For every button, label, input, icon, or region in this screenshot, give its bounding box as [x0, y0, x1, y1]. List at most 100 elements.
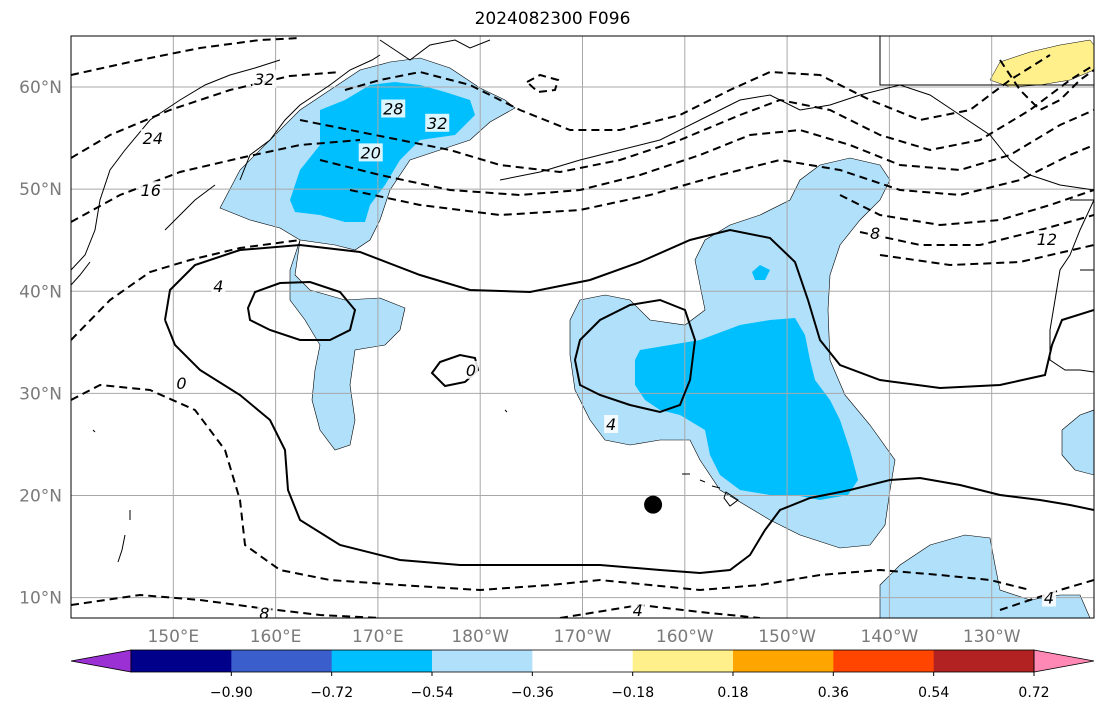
colorbar-extend-low [70, 649, 132, 673]
lon-tick-label: 170°E [352, 627, 404, 647]
map-content: 32 24 16 28 32 20 4 0 0 4 8 12 8 4 4 [71, 36, 1094, 623]
colorbar-tick-label: 0.72 [1018, 685, 1049, 701]
contour-label: 28 [383, 99, 403, 118]
contours-solid [164, 228, 1094, 575]
contour-lower-west [71, 383, 1031, 592]
colorbar-segment [632, 650, 734, 672]
lon-tick-label: 140°W [861, 627, 919, 647]
lon-tick-label: 160°W [656, 627, 714, 647]
colorbar-segment [933, 650, 1035, 672]
contour-8-south [71, 593, 381, 618]
lon-tick-label: 150°E [147, 627, 199, 647]
contour-label-halo [1034, 230, 1059, 249]
contour-label-halo [425, 113, 450, 132]
contour-label-halo [140, 129, 165, 148]
contour-32-north [71, 37, 301, 76]
colorbar-tick-label: −0.18 [611, 685, 654, 701]
latitude-labels: 10°N 20°N 30°N 40°N 50°N 60°N [19, 78, 62, 609]
colorbar-segment [833, 650, 935, 672]
contour-12-east [859, 214, 1094, 246]
lon-tick-label: 170°W [554, 627, 612, 647]
colorbar-tick-label: 0.18 [717, 685, 748, 701]
contour-4-central-loop [573, 298, 697, 414]
contour-label: 0 [176, 374, 186, 393]
coastline-alaska [499, 84, 1094, 191]
colorbar-segment [231, 650, 333, 672]
contour-label: 16 [141, 181, 161, 200]
contour-4-se [999, 579, 1094, 611]
coastline-asia [71, 59, 281, 271]
contour-label-halo [1041, 588, 1056, 607]
contour-label-halo [252, 69, 277, 88]
contour-label-halo [630, 600, 645, 618]
colorbar-segment [432, 650, 533, 672]
colorbar-extend-high [1033, 649, 1095, 673]
contour-label: 4 [1044, 589, 1054, 608]
location-marker-dot [644, 495, 663, 514]
lon-tick-label: 130°W [963, 627, 1021, 647]
colorbar-tick-label: −0.54 [411, 685, 454, 701]
contour-label-halo [381, 99, 406, 118]
contour-label: 4 [606, 415, 616, 434]
colorbar-tick-label: 0.36 [818, 685, 849, 701]
longitude-labels: 150°E 160°E 170°E 180°W 170°W 160°W 150°W 140°W… [147, 627, 1020, 647]
contour-28 [344, 54, 1051, 131]
colorbar-tick-label: −0.36 [511, 685, 554, 701]
contour-4-west-loop [246, 280, 357, 341]
contour-label-halo [138, 181, 163, 200]
coastline-kamchatka [239, 54, 381, 181]
contour-labels: 32 24 16 28 32 20 4 0 0 4 8 12 8 4 4 [138, 69, 1059, 623]
colorbar-frame [130, 649, 1035, 673]
coastline-small-islands [92, 409, 508, 563]
colorbar-segment [331, 650, 433, 672]
coastlines [71, 36, 1094, 563]
lon-tick-label: 160°E [250, 627, 302, 647]
contour-16 [71, 139, 361, 223]
contour-label: 32 [254, 70, 274, 89]
contour-label-halo [211, 277, 226, 296]
contour-label: 8 [870, 224, 880, 243]
fill-region-aleutians [219, 57, 516, 451]
lat-tick-label: 20°N [19, 486, 62, 506]
lat-tick-label: 30°N [19, 384, 62, 404]
colorbar-tick-label: 0.54 [918, 685, 949, 701]
coastline-bering [379, 39, 491, 61]
lon-tick-label: 180°W [451, 627, 509, 647]
contour-label-halo [868, 224, 883, 243]
contour-label-halo [257, 603, 272, 618]
colorbar-tick-label: −0.72 [310, 685, 353, 701]
contour-band-3 [879, 244, 1094, 267]
contour-label-halo [358, 143, 383, 162]
contour-label: 24 [143, 129, 163, 148]
lat-tick-label: 50°N [19, 180, 62, 200]
lon-tick-label: 150°W [758, 627, 816, 647]
map-title: 2024082300 F096 [474, 9, 631, 29]
contours-dashed [71, 37, 1094, 618]
fill-region-small [752, 265, 770, 280]
contour-4-south [559, 603, 761, 618]
contour-20 [299, 64, 1094, 174]
contour-8-east [839, 189, 1094, 227]
colorbar-tick-label: −0.90 [210, 685, 253, 701]
contour-east-ridge [999, 59, 1094, 112]
lat-tick-label: 10°N [19, 589, 62, 609]
contour-label-halo [604, 415, 619, 433]
lat-tick-label: 40°N [19, 282, 62, 302]
coastline-arctic [879, 36, 1094, 271]
contour-0-big [164, 228, 1094, 575]
contour-label: 8 [259, 604, 269, 623]
colorbar-segment [131, 650, 232, 672]
contour-label: 20 [361, 143, 381, 162]
contour-label: 0 [466, 361, 476, 380]
colorbar: −0.90 −0.72 −0.54 −0.36 −0.18 0.18 0.36 0.54 0.7… [70, 649, 1095, 701]
contour-label-halo [174, 374, 189, 393]
coastline-hawaii [682, 473, 739, 507]
contour-label-halo [463, 360, 478, 379]
contour-band-1 [319, 109, 1094, 197]
lat-tick-label: 60°N [19, 78, 62, 98]
contour-label: 12 [1037, 230, 1057, 249]
coastline-japan-kurils [71, 184, 216, 286]
contour-label: 4 [213, 277, 223, 296]
colorbar-segment [733, 650, 834, 672]
